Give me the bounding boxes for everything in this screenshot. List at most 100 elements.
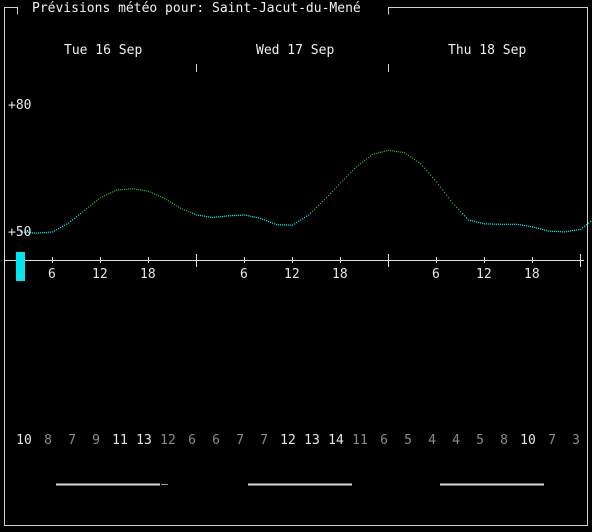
temperature-point xyxy=(332,190,334,192)
temperature-point xyxy=(506,223,508,225)
temperature-point xyxy=(158,195,160,197)
temperature-point xyxy=(358,164,360,166)
temperature-point xyxy=(388,149,390,151)
temperature-chart xyxy=(4,64,592,486)
temperature-point xyxy=(72,219,74,221)
temperature-point xyxy=(202,215,204,217)
temperature-point xyxy=(300,219,302,221)
temperature-point xyxy=(124,188,126,190)
temperature-point xyxy=(186,210,188,212)
temperature-point xyxy=(230,215,232,217)
temperature-point xyxy=(390,149,392,152)
temperature-point xyxy=(554,230,556,232)
temperature-point xyxy=(284,224,286,226)
temperature-point xyxy=(290,224,292,226)
temperature-point xyxy=(320,202,322,205)
temperature-point xyxy=(360,163,362,165)
hour-tick-label: 6 xyxy=(240,267,248,282)
temperature-point xyxy=(150,191,152,193)
temperature-point xyxy=(90,205,92,207)
temperature-point xyxy=(578,229,580,231)
temperature-point xyxy=(228,215,230,217)
temperature-point xyxy=(342,180,344,182)
temperature-point xyxy=(452,202,454,204)
temperature-point xyxy=(442,189,444,191)
temperature-point xyxy=(366,158,368,160)
wind-speed: 6 xyxy=(380,433,388,448)
temperature-point xyxy=(316,206,318,208)
temperature-point xyxy=(336,186,338,188)
hour-tick-label: 18 xyxy=(140,267,156,282)
temperature-point xyxy=(248,215,250,217)
temperature-point xyxy=(344,178,346,180)
temperature-point xyxy=(414,159,416,161)
temperature-point xyxy=(580,228,582,230)
temperature-point xyxy=(218,216,220,218)
temperature-point xyxy=(134,188,136,190)
temperature-point xyxy=(204,215,206,217)
wind-speed: 11 xyxy=(352,433,368,448)
temperature-point xyxy=(326,197,328,199)
temperature-point xyxy=(38,232,40,234)
temperature-point xyxy=(60,226,62,229)
temperature-point xyxy=(498,223,500,225)
temperature-point xyxy=(104,195,106,197)
temperature-point xyxy=(116,189,118,191)
temperature-point xyxy=(154,193,156,195)
temperature-point xyxy=(530,225,532,228)
temperature-point xyxy=(178,206,180,208)
temperature-point xyxy=(486,223,488,225)
temperature-point xyxy=(188,211,190,213)
wind-speed: 8 xyxy=(44,433,52,448)
temperature-point xyxy=(48,231,50,233)
day-label-thu: Thu 18 Sep xyxy=(448,43,527,58)
temperature-point xyxy=(78,214,80,216)
time-cursor[interactable] xyxy=(16,252,25,281)
wind-speed: 6 xyxy=(188,433,196,448)
temperature-point xyxy=(552,230,554,232)
temperature-point xyxy=(132,188,134,190)
temperature-point xyxy=(190,211,192,213)
temperature-point xyxy=(288,224,290,226)
temperature-point xyxy=(64,224,66,226)
temperature-point xyxy=(430,174,432,176)
temperature-point xyxy=(278,224,280,226)
temperature-point xyxy=(226,215,228,217)
temperature-point xyxy=(206,216,208,218)
temperature-point xyxy=(276,224,278,226)
temperature-point xyxy=(532,226,534,228)
temperature-point xyxy=(280,224,282,226)
hour-tick-label: 12 xyxy=(92,267,108,282)
temperature-point xyxy=(520,224,522,226)
temperature-point xyxy=(518,224,520,226)
temperature-point xyxy=(440,186,442,188)
temperature-point xyxy=(210,216,212,218)
wind-speed: 12 xyxy=(160,433,176,448)
temperature-point xyxy=(512,223,514,225)
temperature-point xyxy=(376,152,378,154)
temperature-point xyxy=(398,151,400,153)
temperature-point xyxy=(170,201,172,203)
temperature-point xyxy=(176,205,178,207)
temperature-point xyxy=(454,204,456,206)
temperature-point xyxy=(44,231,46,234)
hour-tick-label: 18 xyxy=(332,267,348,282)
temperature-point xyxy=(562,231,564,233)
temperature-point xyxy=(138,189,140,191)
temperature-point xyxy=(476,221,478,223)
temperature-point xyxy=(238,214,240,216)
temperature-point xyxy=(126,188,128,190)
wind-speed: 9 xyxy=(92,433,100,448)
temperature-point xyxy=(62,225,64,227)
temperature-point xyxy=(266,220,268,222)
temperature-point xyxy=(86,208,88,210)
temperature-point xyxy=(472,220,474,222)
temperature-point xyxy=(382,151,384,153)
temperature-point xyxy=(400,151,402,153)
temperature-point xyxy=(448,197,450,199)
temperature-point xyxy=(130,188,132,190)
temperature-point xyxy=(474,220,476,223)
temperature-point xyxy=(550,230,552,232)
temperature-point xyxy=(420,163,422,165)
temperature-point xyxy=(212,216,214,219)
